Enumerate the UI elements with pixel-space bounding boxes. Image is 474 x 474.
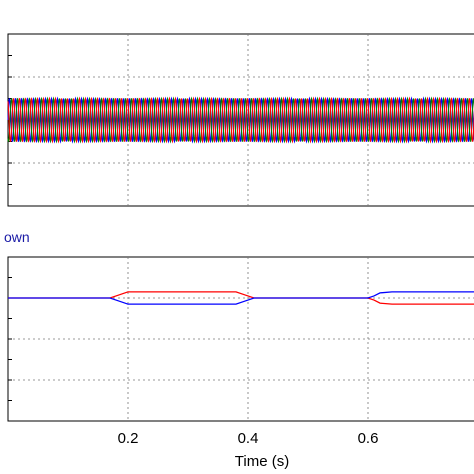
x-tick-labels: 0.2 0.4 0.6 — [118, 430, 379, 447]
voltage-phase-2-line — [7, 96, 474, 144]
bottom-panel-grid — [8, 257, 474, 421]
bottom-panel-frame — [7, 256, 474, 422]
bottom-panel-title: own — [4, 229, 30, 245]
bottom-panel-series — [8, 291, 474, 305]
x-axis-label: Time (s) — [235, 453, 289, 470]
bottom-panel — [7, 256, 474, 422]
x-tick-label: 0.2 — [118, 430, 139, 447]
x-tick-label: 0.4 — [238, 430, 259, 447]
voltage-phase-1-line — [7, 96, 474, 144]
bottom-series-2-line — [8, 291, 474, 305]
voltage-phase-3-line — [7, 96, 474, 144]
voltage-panel — [7, 33, 474, 207]
voltage-panel-series — [7, 96, 474, 144]
x-tick-label: 0.6 — [358, 430, 379, 447]
